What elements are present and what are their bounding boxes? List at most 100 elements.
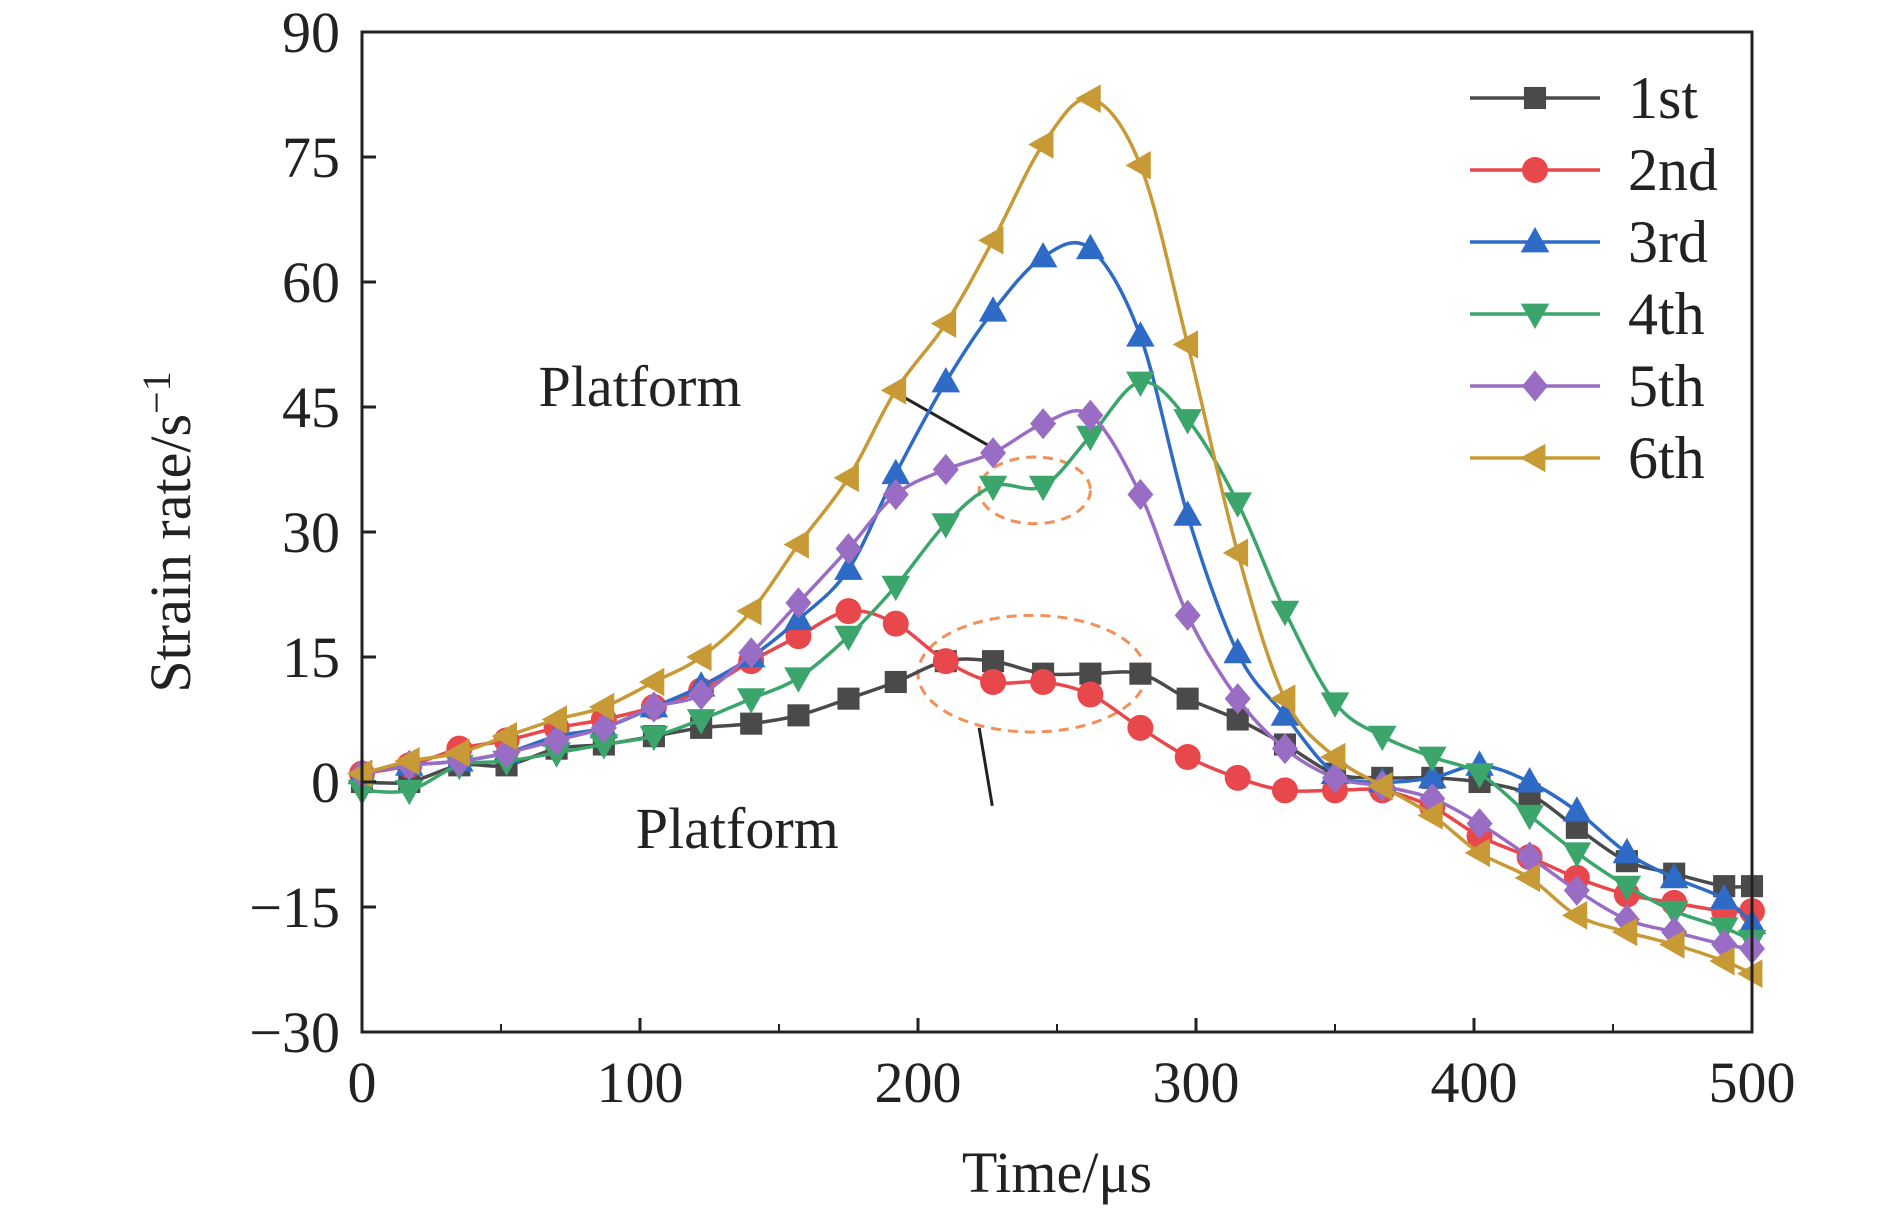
data-point <box>1709 883 1739 910</box>
series-4th <box>347 371 1767 956</box>
data-point <box>1709 946 1735 976</box>
x-tick-label: 400 <box>1431 1050 1518 1115</box>
data-point <box>982 650 1005 673</box>
data-point <box>688 678 715 711</box>
x-tick-label: 300 <box>1153 1050 1240 1115</box>
x-axis-title: Time/μs <box>962 1140 1152 1205</box>
data-point <box>1418 746 1447 772</box>
series-line <box>361 409 1753 951</box>
data-point <box>1076 425 1105 452</box>
data-point <box>978 475 1008 502</box>
data-point <box>1561 901 1588 930</box>
legend-label: 1st <box>1628 65 1698 131</box>
legend-label: 2nd <box>1628 137 1718 203</box>
annotation-line <box>894 390 1003 455</box>
data-point <box>1270 600 1300 627</box>
x-tick-label: 100 <box>597 1050 684 1115</box>
data-point <box>736 596 762 626</box>
data-point <box>1464 838 1490 868</box>
data-point <box>1367 771 1393 801</box>
data-point <box>1174 744 1201 770</box>
data-point <box>1129 662 1152 685</box>
data-point <box>787 704 810 727</box>
data-point <box>783 530 809 559</box>
data-point <box>1270 700 1300 726</box>
data-point <box>590 712 617 744</box>
data-point <box>1077 681 1104 708</box>
data-point <box>1271 777 1298 804</box>
data-point <box>785 587 812 619</box>
data-point <box>1226 708 1249 731</box>
data-point <box>1515 767 1544 793</box>
data-point <box>1224 683 1251 715</box>
data-point <box>1126 371 1155 397</box>
data-point <box>640 691 667 723</box>
y-tick-label: 90 <box>282 0 340 65</box>
legend-marker <box>1520 303 1550 329</box>
data-point <box>1322 762 1348 794</box>
data-point <box>686 709 716 735</box>
data-point <box>589 734 619 760</box>
y-tick-label: −15 <box>249 875 340 940</box>
data-point <box>930 309 957 338</box>
legend-label: 4th <box>1628 281 1705 347</box>
annotation: Platform <box>539 354 1092 526</box>
data-point <box>835 598 862 625</box>
data-point <box>1270 684 1296 713</box>
legend-marker <box>1520 443 1546 473</box>
data-point <box>1516 841 1543 873</box>
data-point <box>394 779 424 806</box>
legend-marker <box>1522 157 1548 183</box>
y-axis-title: Strain rate/s−1 <box>134 371 203 692</box>
data-point <box>394 746 420 776</box>
data-point <box>1077 399 1104 431</box>
y-tick-label: 60 <box>282 250 340 315</box>
data-point <box>833 463 859 493</box>
data-point <box>1030 408 1057 440</box>
data-point <box>1125 151 1151 180</box>
series-line <box>361 96 1753 976</box>
data-point <box>1028 475 1058 502</box>
data-point <box>881 575 911 602</box>
data-point <box>1127 714 1154 741</box>
data-point <box>638 667 665 697</box>
data-point <box>1563 874 1590 906</box>
legend-item: 5th <box>1470 353 1705 419</box>
y-tick-label: 75 <box>282 125 340 190</box>
data-point <box>1223 492 1252 518</box>
annotation-label: Platform <box>636 796 839 861</box>
data-point <box>880 376 907 405</box>
legend-label: 5th <box>1628 353 1705 419</box>
data-point <box>1030 669 1057 695</box>
data-point <box>1562 796 1592 822</box>
data-point <box>1465 763 1494 789</box>
data-point <box>1367 725 1397 752</box>
annotations: Platform Platform <box>539 354 1148 861</box>
data-point <box>738 637 765 669</box>
legend-item: 4th <box>1470 281 1705 347</box>
data-point <box>686 642 712 672</box>
series-line <box>361 657 1753 889</box>
data-point <box>978 226 1004 255</box>
data-point <box>835 533 862 565</box>
x-axis: 0 100 200 300 400 500 <box>348 1018 1796 1115</box>
data-point <box>491 721 517 751</box>
x-tick-label: 500 <box>1709 1050 1796 1115</box>
data-point <box>1127 478 1154 511</box>
legend-item: 3rd <box>1470 209 1708 275</box>
data-point <box>541 705 567 734</box>
data-point <box>1173 500 1202 526</box>
data-point <box>1612 875 1642 902</box>
series-line <box>361 241 1754 925</box>
data-point <box>1176 687 1199 710</box>
data-point <box>1075 84 1101 113</box>
data-point <box>1737 959 1763 988</box>
data-point <box>543 724 570 756</box>
data-point <box>1271 733 1298 765</box>
data-point <box>1320 692 1350 718</box>
data-point <box>1612 837 1642 864</box>
data-point <box>884 670 907 694</box>
x-tick-label: 0 <box>348 1050 377 1115</box>
y-tick-label: 0 <box>311 750 340 815</box>
